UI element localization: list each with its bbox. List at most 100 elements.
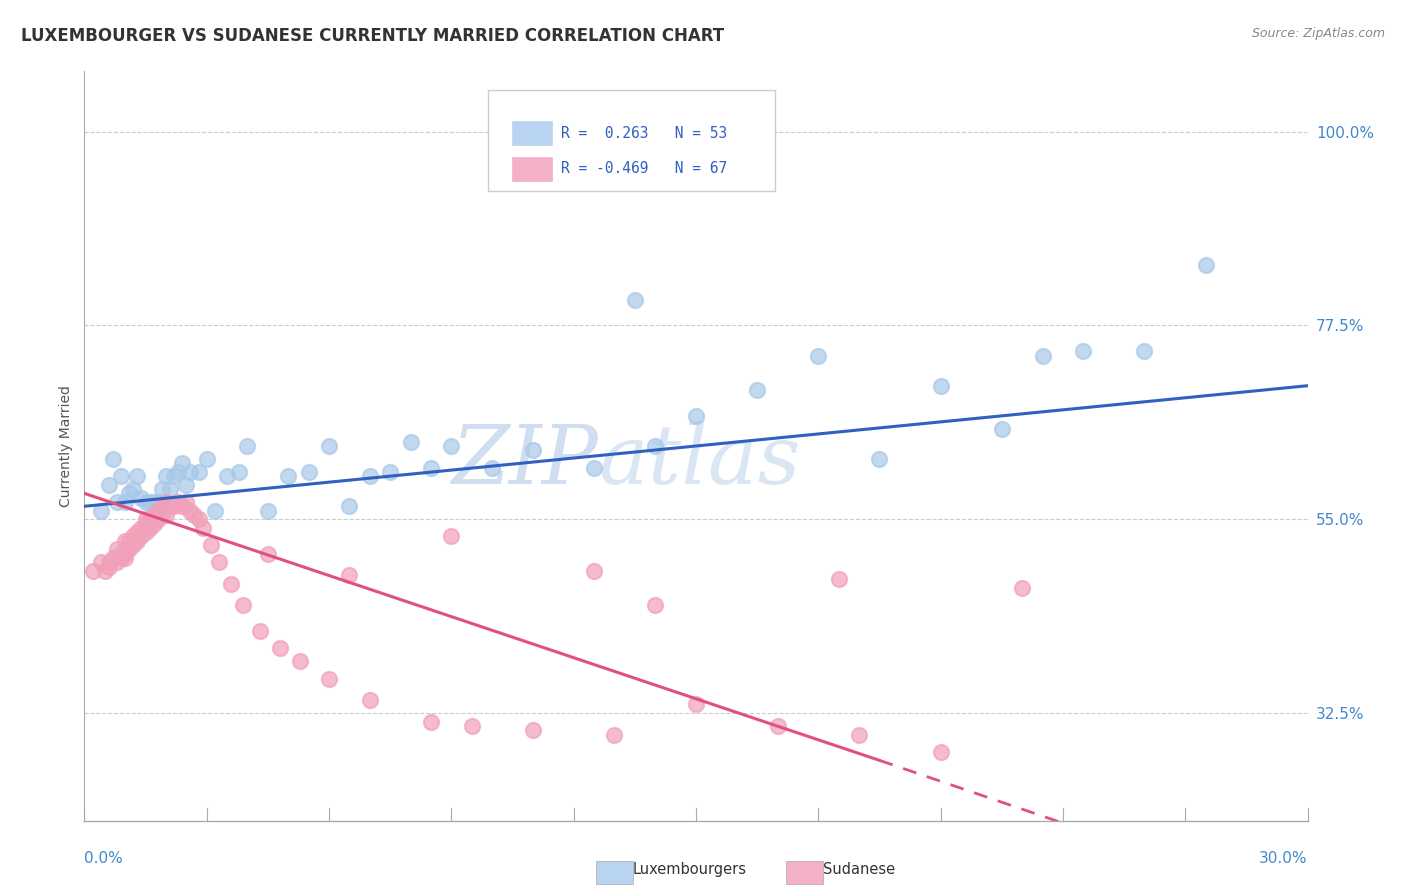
Point <box>167 495 190 509</box>
Point <box>440 529 463 543</box>
Point <box>200 538 222 552</box>
Point <box>204 503 226 517</box>
FancyBboxPatch shape <box>488 90 776 191</box>
Point <box>828 573 851 587</box>
Text: Source: ZipAtlas.com: Source: ZipAtlas.com <box>1251 27 1385 40</box>
Point <box>138 521 160 535</box>
Text: atlas: atlas <box>598 421 800 501</box>
Point <box>1133 344 1156 359</box>
Point <box>685 698 707 712</box>
Point <box>155 508 177 522</box>
Point <box>766 719 789 733</box>
Point <box>359 693 381 707</box>
Point <box>146 512 169 526</box>
Point <box>110 469 132 483</box>
Point <box>101 451 124 466</box>
Point <box>114 547 136 561</box>
Point <box>97 559 120 574</box>
Point <box>339 500 361 514</box>
Point <box>138 512 160 526</box>
Point <box>624 293 647 307</box>
Point <box>290 654 312 668</box>
Point <box>191 521 214 535</box>
Point <box>1011 581 1033 595</box>
Point <box>399 434 422 449</box>
Point <box>122 538 145 552</box>
Point <box>277 469 299 483</box>
Y-axis label: Currently Married: Currently Married <box>59 385 73 507</box>
Point <box>127 533 149 548</box>
Point <box>747 383 769 397</box>
Text: LUXEMBOURGER VS SUDANESE CURRENTLY MARRIED CORRELATION CHART: LUXEMBOURGER VS SUDANESE CURRENTLY MARRI… <box>21 27 724 45</box>
Point <box>93 564 115 578</box>
Point <box>869 451 891 466</box>
Point <box>114 533 136 548</box>
Point <box>583 460 606 475</box>
FancyBboxPatch shape <box>513 121 551 145</box>
Point <box>167 465 190 479</box>
Point <box>97 477 120 491</box>
Point <box>522 723 544 738</box>
Point <box>236 439 259 453</box>
Text: Sudanese: Sudanese <box>823 863 894 877</box>
Point <box>142 495 165 509</box>
Point <box>298 465 321 479</box>
Point <box>135 516 157 531</box>
Point <box>420 460 443 475</box>
Point <box>187 465 209 479</box>
Point <box>118 486 141 500</box>
Point <box>90 503 112 517</box>
Point <box>257 547 280 561</box>
Point <box>131 529 153 543</box>
Point <box>848 727 870 741</box>
Point <box>97 555 120 569</box>
Text: 0.0%: 0.0% <box>84 851 124 866</box>
Point <box>1195 258 1218 272</box>
Point <box>90 555 112 569</box>
Point <box>127 525 149 540</box>
Point <box>135 525 157 540</box>
Point <box>122 482 145 496</box>
Point <box>131 491 153 505</box>
Point <box>163 469 186 483</box>
Point <box>217 469 239 483</box>
Point <box>146 503 169 517</box>
Point <box>172 500 194 514</box>
Point <box>118 533 141 548</box>
Point <box>807 349 830 363</box>
Point <box>1073 344 1095 359</box>
Text: Luxembourgers: Luxembourgers <box>633 863 747 877</box>
Point <box>440 439 463 453</box>
Point <box>105 542 128 557</box>
FancyBboxPatch shape <box>513 157 551 181</box>
Text: R = -0.469   N = 67: R = -0.469 N = 67 <box>561 161 728 177</box>
Point <box>174 477 197 491</box>
Point <box>420 714 443 729</box>
Point <box>159 500 181 514</box>
Point <box>155 495 177 509</box>
Point <box>380 465 402 479</box>
Point <box>142 508 165 522</box>
Point <box>146 495 169 509</box>
Point <box>249 624 271 639</box>
Point <box>114 495 136 509</box>
Point <box>114 551 136 566</box>
Point <box>644 439 666 453</box>
Point <box>187 512 209 526</box>
Text: R =  0.263   N = 53: R = 0.263 N = 53 <box>561 126 728 141</box>
Point <box>318 439 340 453</box>
Point <box>155 469 177 483</box>
Point <box>105 495 128 509</box>
Point <box>522 443 544 458</box>
Point <box>150 508 173 522</box>
Point <box>101 551 124 566</box>
Point <box>339 568 361 582</box>
Point <box>685 409 707 423</box>
Point <box>318 672 340 686</box>
Point <box>172 456 194 470</box>
Point <box>150 482 173 496</box>
Point <box>131 521 153 535</box>
Point <box>461 719 484 733</box>
Point <box>644 599 666 613</box>
Point <box>110 551 132 566</box>
